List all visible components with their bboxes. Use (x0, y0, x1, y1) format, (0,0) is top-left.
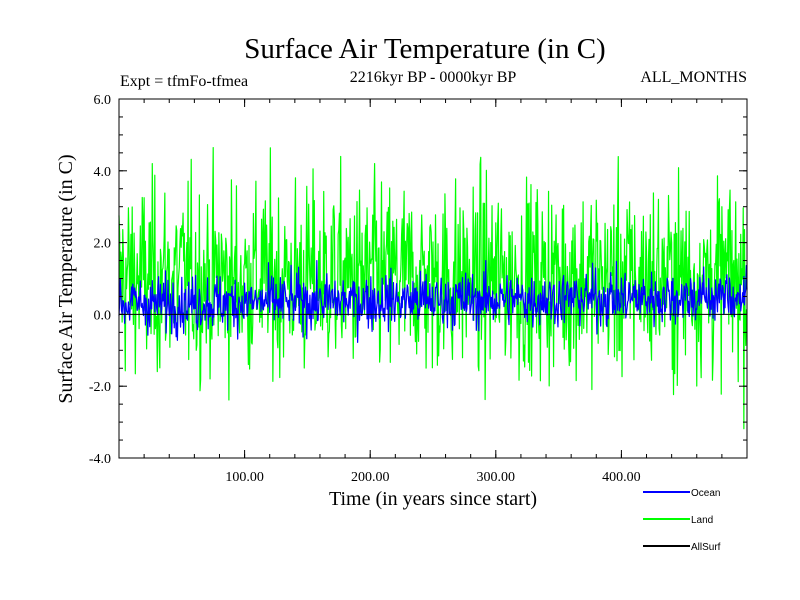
y-tick-label: 0.0 (94, 308, 112, 323)
x-tick-label: 300.00 (477, 470, 516, 485)
y-axis-label: Surface Air Temperature (in C) (55, 154, 77, 403)
y-tick-label: 2.0 (94, 237, 112, 252)
x-tick-label: 100.00 (225, 470, 264, 485)
legend: Ocean Land AllSurf (643, 488, 721, 553)
y-tick-label: -2.0 (89, 380, 111, 395)
experiment-label: Expt = tfmFo-tfmea (120, 73, 248, 90)
x-axis-label: Time (in years since start) (329, 488, 537, 510)
legend-label-ocean: Ocean (691, 488, 720, 499)
series-ocean-line (118, 259, 748, 343)
months-label: ALL_MONTHS (640, 69, 747, 86)
x-tick-label: 200.00 (351, 470, 390, 485)
y-tick-label: 6.0 (94, 93, 112, 108)
legend-label-land: Land (691, 515, 713, 526)
y-tick-label: -4.0 (89, 452, 111, 467)
series-land-line (118, 146, 748, 430)
ticks-layer: -4.0 -2.0 0.0 2.0 4.0 6.0 100.00 200.00 300.00 40… (89, 93, 747, 485)
plot-area (118, 98, 748, 459)
legend-label-allsurf: AllSurf (691, 542, 721, 553)
y-tick-label: 4.0 (94, 165, 112, 180)
chart-title: Surface Air Temperature (in C) (244, 33, 605, 65)
series-layer (118, 146, 748, 430)
x-tick-label: 400.00 (602, 470, 641, 485)
chart-subtitle: 2216kyr BP - 0000kyr BP (350, 69, 517, 86)
